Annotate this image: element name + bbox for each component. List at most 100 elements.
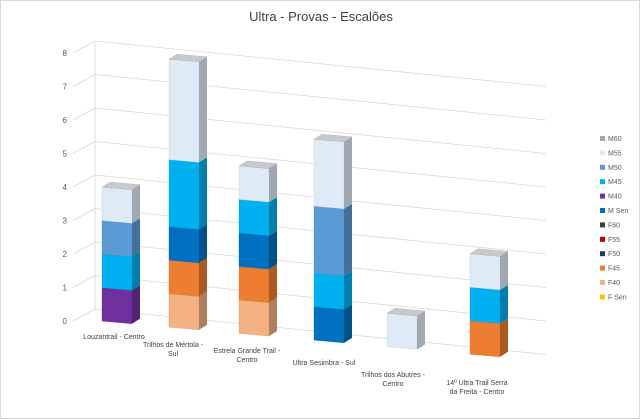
bar-side: [269, 197, 277, 236]
bar-side: [417, 310, 425, 350]
bar-side: [344, 136, 352, 209]
bar-top: [386, 308, 426, 317]
bar-front: [238, 266, 270, 303]
bar-segment: [469, 251, 508, 291]
gridline: [94, 40, 547, 87]
category-label: 14º Ultra Trail Serra da Freita - Centro: [446, 380, 507, 396]
legend-swatch: [600, 136, 605, 141]
bar-side: [199, 257, 207, 297]
gridline: [72, 241, 96, 255]
legend-item: M45: [600, 179, 622, 186]
bar-segment: [168, 224, 207, 263]
bar-segment: [238, 163, 277, 203]
bar-segment: [168, 56, 207, 163]
bar-front: [386, 313, 418, 350]
gridline: [72, 141, 96, 154]
bar-segment: [238, 297, 277, 337]
legend-item: F55: [600, 236, 620, 244]
bar-side: [132, 251, 140, 291]
bar-side: [269, 230, 277, 270]
bar-side: [269, 163, 277, 203]
gridline: [72, 74, 96, 87]
bar-side: [269, 264, 277, 303]
bar-segment: [469, 318, 508, 358]
bar-front: [168, 259, 200, 297]
bar-segment: [313, 203, 352, 277]
bar-front: [101, 287, 133, 324]
bar-front: [168, 293, 200, 330]
legend-swatch: [600, 265, 605, 271]
bar-front: [101, 253, 133, 291]
legend-item: M40: [600, 193, 622, 201]
bar-segment: [313, 270, 352, 310]
bar-side: [344, 304, 352, 343]
bar-top: [469, 248, 509, 257]
bar-side: [500, 318, 508, 357]
legend-swatch: [600, 251, 605, 257]
y-tick-label: 3: [63, 217, 68, 226]
bar-front: [238, 199, 270, 236]
bar-front: [313, 306, 345, 344]
bar-front: [168, 226, 200, 263]
gridline: [94, 74, 547, 121]
bar-front: [238, 299, 270, 337]
legend-swatch: [600, 280, 605, 285]
legend-label: M45: [608, 179, 622, 186]
y-tick-label: 7: [63, 83, 68, 92]
bar-segment: [101, 218, 140, 257]
bar-side: [199, 56, 207, 163]
y-tick-label: 5: [63, 150, 68, 159]
bar-side: [199, 157, 207, 230]
bar-segment: [238, 197, 277, 236]
legend-item: F60: [600, 222, 620, 229]
category-label: Trilhos de Mértola -Sul: [143, 342, 204, 358]
legend-swatch: [600, 193, 605, 199]
legend-item: F45: [600, 265, 620, 273]
y-tick-label: 8: [63, 49, 68, 58]
legend-swatch: [600, 150, 605, 156]
bar-segment: [101, 285, 140, 324]
legend-swatch: [600, 179, 605, 185]
bar-side: [500, 251, 508, 290]
bar-side: [132, 218, 140, 257]
bar-side: [500, 284, 508, 324]
bar-top: [238, 160, 278, 169]
bar-side: [344, 203, 352, 276]
bar-side: [344, 270, 352, 310]
legend-swatch: [600, 236, 605, 242]
bar-segment: [168, 157, 207, 230]
gridline: [72, 308, 96, 322]
legend-label: F50: [608, 251, 620, 258]
legend-item: F Sen: [600, 294, 627, 301]
legend-label: M Sen: [608, 208, 628, 215]
legend-label: M60: [608, 136, 622, 143]
bar-segment: [238, 264, 277, 303]
bar-segment: [469, 284, 508, 324]
bar-front: [469, 320, 501, 358]
legend-label: M40: [608, 194, 622, 201]
legend-label: F55: [608, 237, 620, 244]
legend-item: F40: [600, 280, 620, 287]
bar-front: [313, 273, 345, 310]
bar-segment: [313, 136, 352, 210]
category-label: Ultra Sesimbra - Sul: [293, 360, 356, 367]
legend-label: F40: [608, 280, 620, 287]
legend-label: F45: [608, 266, 620, 273]
legend-item: F50: [600, 251, 620, 258]
bar-segment: [168, 291, 207, 330]
bar-segment: [101, 184, 140, 224]
bar-side: [269, 297, 277, 337]
legend-swatch: [600, 208, 605, 213]
y-tick-label: 1: [63, 284, 68, 293]
bar-front: [469, 253, 501, 291]
y-tick-label: 2: [63, 250, 68, 259]
gridline: [72, 40, 96, 54]
bar-front: [313, 139, 345, 210]
legend-swatch: [600, 294, 605, 300]
legend-label: F60: [608, 222, 620, 229]
bar-front: [469, 287, 501, 324]
bar-front: [238, 232, 270, 270]
bar-front: [313, 206, 345, 277]
bar-top: [168, 53, 208, 62]
